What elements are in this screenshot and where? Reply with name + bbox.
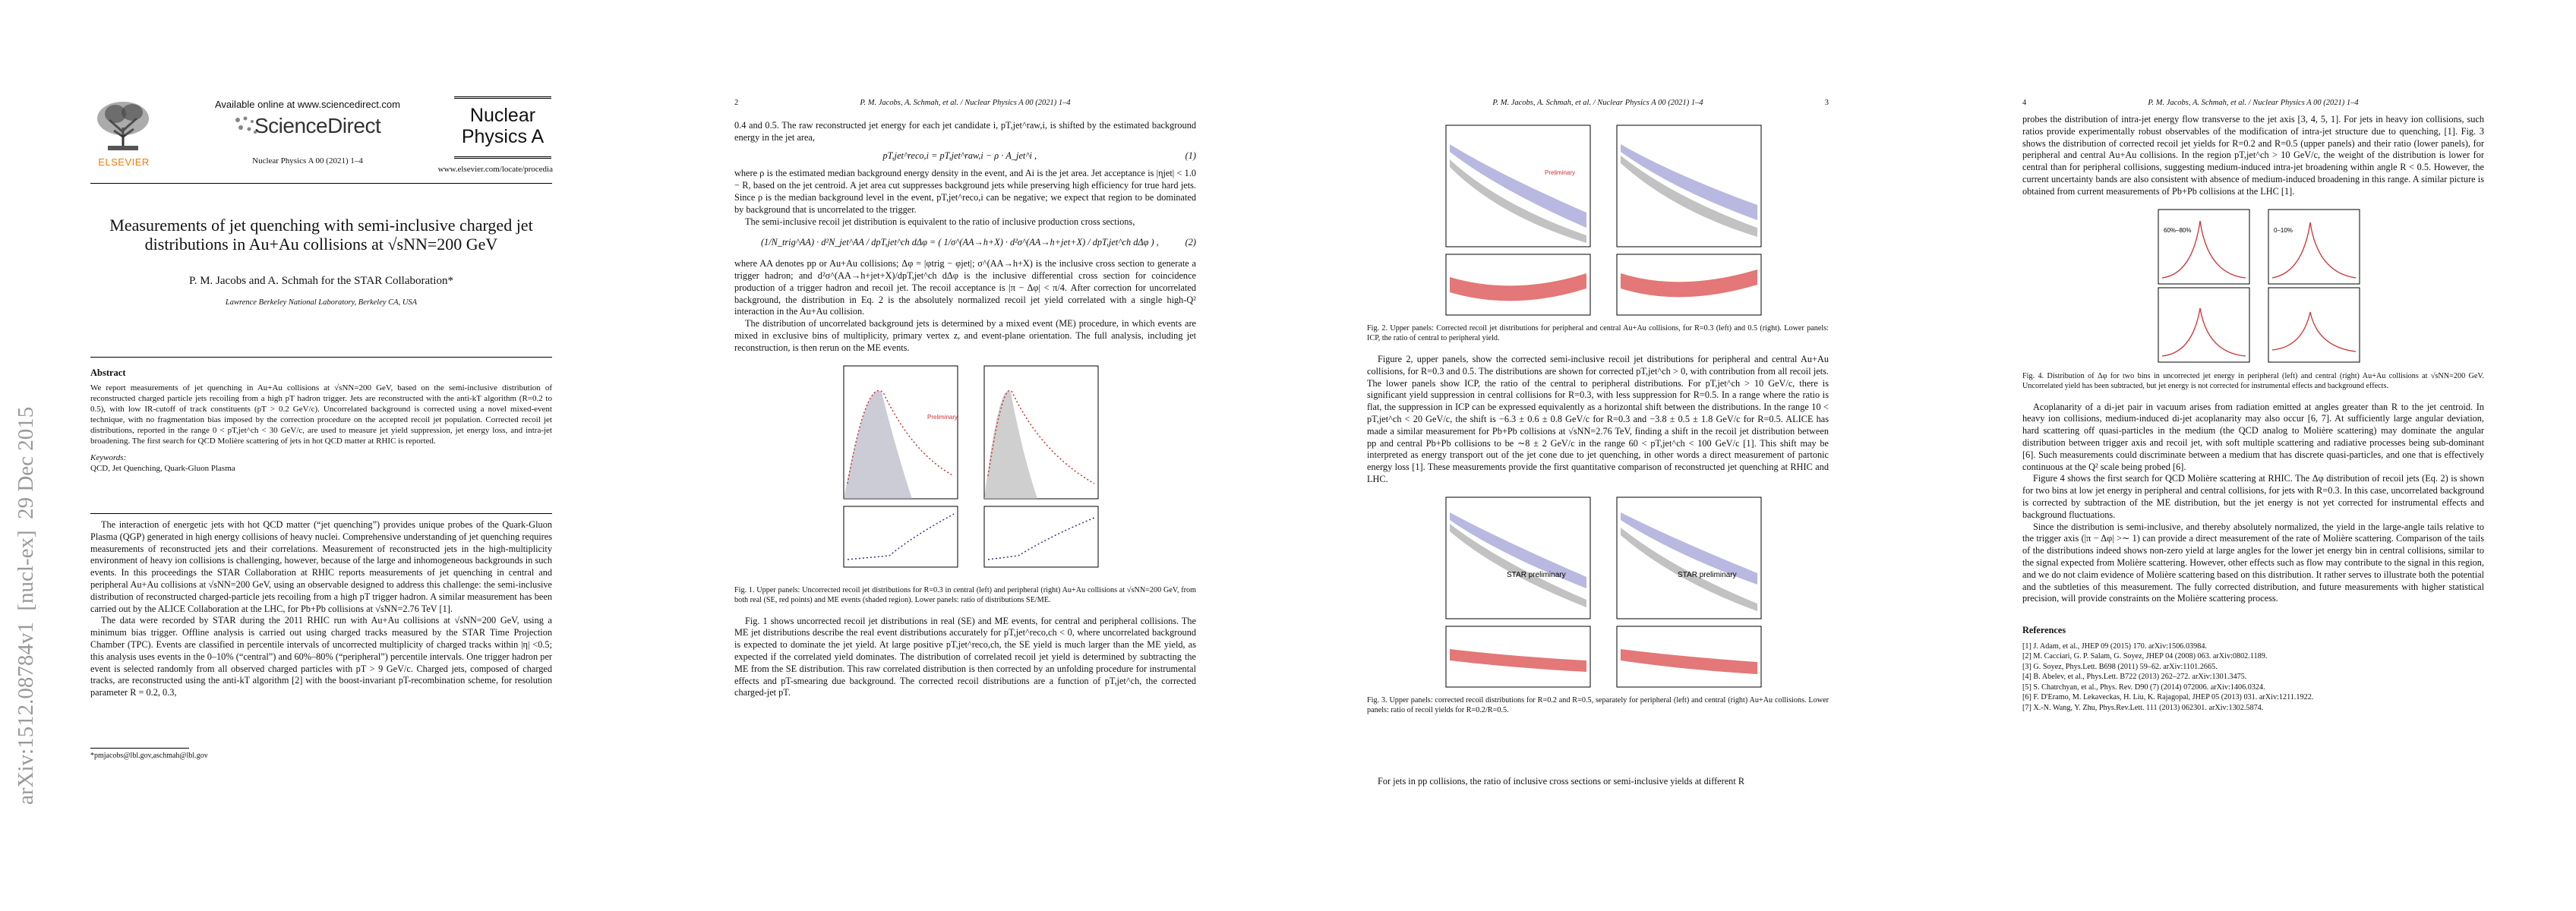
panel-left: Preliminary (843, 365, 958, 568)
figure-caption: Fig. 1. Upper panels: Uncorrected recoil… (734, 585, 1196, 604)
publisher: ELSEVIER (98, 156, 150, 168)
sciencedirect-dots (235, 116, 257, 134)
journal-name: Nuclear Physics A (461, 105, 545, 147)
page-header: 4 P. M. Jacobs, A. Schmah, et al. / Nucl… (2022, 99, 2484, 111)
figure-label: Preliminary (1545, 169, 1575, 176)
equation-number: (2) (1185, 237, 1196, 248)
panel-right (983, 365, 1099, 568)
keywords: QCD, Jet Quenching, Quark-Gluon Plasma (90, 464, 235, 473)
equation-number: (1) (1185, 150, 1196, 161)
panel-right (1616, 125, 1762, 316)
paragraph: Figure 2, upper panels, show the correct… (1367, 354, 1829, 484)
body-text: Preliminary Fig. 2. Upper panels: Correc… (1367, 114, 1829, 788)
paragraph: For jets in pp collisions, the ratio of … (1378, 775, 1745, 786)
reference-list: [1] J. Adam, et al., JHEP 09 (2015) 170.… (2022, 641, 2484, 714)
body-text: probes the distribution of intra-jet ene… (2022, 114, 2484, 713)
paragraph: 0.4 and 0.5. The raw reconstructed jet e… (734, 120, 1196, 143)
figure-caption: Fig. 2. Upper panels: Corrected recoil j… (1367, 324, 1829, 342)
authors: P. M. Jacobs and A. Schmah for the STAR … (189, 275, 453, 287)
journal-box: Nuclear Physics A (454, 96, 551, 159)
figure-4: 60%–80% 0–10% (2158, 209, 2360, 363)
abstract: We report measurements of jet quenching … (90, 383, 552, 446)
rule (90, 513, 552, 514)
rule (90, 183, 552, 184)
paragraph: The semi-inclusive recoil jet distributi… (745, 216, 1135, 227)
reference: [2] M. Cacciari, G. P. Salam, G. Soyez, … (2022, 652, 2268, 661)
reference: [5] S. Chatrchyan, et al., Phys. Rev. D9… (2022, 682, 2265, 692)
reference: [4] B. Abelev, et al., Phys.Lett. B722 (… (2022, 673, 2247, 682)
page-number: 2 (734, 99, 739, 107)
figure-caption: Fig. 4. Distribution of Δφ for two bins … (2022, 371, 2484, 390)
page-header: P. M. Jacobs, A. Schmah, et al. / Nuclea… (1367, 99, 1829, 111)
reference: [6] F. D'Eramo, M. Lekaveckas, H. Liu, K… (2022, 693, 2314, 702)
abstract-block: Abstract We report measurements of jet q… (90, 367, 552, 474)
figure-caption: Fig. 3. Upper panels: corrected recoil d… (1367, 695, 1829, 714)
journal-url: www.elsevier.com/locate/procedia (437, 165, 553, 174)
figure-label: 60%–80% (2164, 227, 2191, 234)
paragraph: Since the distribution is semi-inclusive… (2022, 521, 2484, 604)
figure-label: STAR preliminary (1678, 571, 1737, 579)
paragraph: The data were recorded by STAR during th… (90, 615, 552, 698)
figure-3: STAR preliminary STAR preliminary (1445, 496, 1762, 688)
paragraph: where AA denotes pp or Au+Au collisions;… (734, 258, 1196, 317)
paragraph: probes the distribution of intra-jet ene… (2022, 114, 2484, 197)
figure-label: STAR preliminary (1507, 571, 1566, 579)
running-head: P. M. Jacobs, A. Schmah, et al. / Nuclea… (2148, 99, 2359, 107)
sciencedirect: ScienceDirect (254, 114, 381, 137)
paragraph: The interaction of energetic jets with h… (90, 519, 552, 614)
page-header: 2 P. M. Jacobs, A. Schmah, et al. / Nucl… (734, 99, 1196, 111)
arxiv-stamp: arXiv:1512.08784v1 [nucl-ex] 29 Dec 2015 (14, 406, 38, 805)
figure-label: Preliminary (927, 414, 958, 421)
paragraph: where ρ is the estimated median backgrou… (734, 168, 1196, 215)
reference: [7] X.-N. Wang, Y. Zhu, Phys.Rev.Lett. 1… (2022, 703, 2264, 712)
page-number: 4 (2022, 99, 2027, 107)
journal-ref: Nuclear Physics A 00 (2021) 1–4 (252, 156, 363, 165)
paragraph: Acoplanarity of a di-jet pair in vacuum … (2022, 401, 2484, 472)
abstract-heading: Abstract (90, 367, 126, 378)
panel-left: 60%–80% (2158, 209, 2250, 363)
elsevier-logo (93, 97, 153, 156)
body-text: 0.4 and 0.5. The raw reconstructed jet e… (734, 120, 1196, 699)
available-online: Available online at www.sciencedirect.co… (215, 99, 400, 110)
panel-left: Preliminary (1445, 125, 1591, 316)
panel-right: 0–10% (2268, 209, 2360, 363)
paragraph: Fig. 1 shows uncorrected recoil jet dist… (734, 615, 1196, 698)
keywords-heading: Keywords: (90, 453, 127, 462)
reference: [1] J. Adam, et al., JHEP 09 (2015) 170.… (2022, 641, 2207, 651)
paper-title: Measurements of jet quenching with semi-… (109, 216, 533, 254)
paragraph: The distribution of uncorrelated backgro… (734, 318, 1196, 353)
paragraph: Figure 4 shows the first search for QCD … (2022, 473, 2484, 520)
panel-left: STAR preliminary (1445, 496, 1591, 688)
figure-1: Preliminary (843, 365, 1099, 568)
reference: [3] G. Soyez, Phys.Lett. B698 (2011) 59–… (2022, 662, 2218, 671)
body-text: The interaction of energetic jets with h… (90, 519, 552, 699)
page-number: 3 (1824, 99, 1829, 107)
equation-body: pT,jet^reco,i = pT,jet^raw,i − ρ · A_jet… (882, 150, 1037, 161)
figure-2: Preliminary (1445, 125, 1762, 316)
footnote-rule (90, 748, 189, 749)
footnote: *pmjacobs@lbl.gov,aschmah@lbl.gov (90, 752, 208, 760)
panel-right: STAR preliminary (1616, 496, 1762, 688)
running-head: P. M. Jacobs, A. Schmah, et al. / Nuclea… (1492, 99, 1703, 107)
equation-body: (1/N_trig^AA) · d²N_jet^AA / dpT,jet^ch … (760, 237, 1159, 248)
affiliation: Lawrence Berkeley National Laboratory, B… (225, 298, 418, 307)
references-heading: References (2022, 625, 2066, 636)
equation: pT,jet^reco,i = pT,jet^raw,i − ρ · A_jet… (734, 150, 1196, 162)
equation: (1/N_trig^AA) · d²N_jet^AA / dpT,jet^ch … (734, 237, 1196, 249)
rule (90, 357, 552, 358)
running-head: P. M. Jacobs, A. Schmah, et al. / Nuclea… (860, 99, 1071, 107)
figure-label: 0–10% (2274, 227, 2293, 234)
